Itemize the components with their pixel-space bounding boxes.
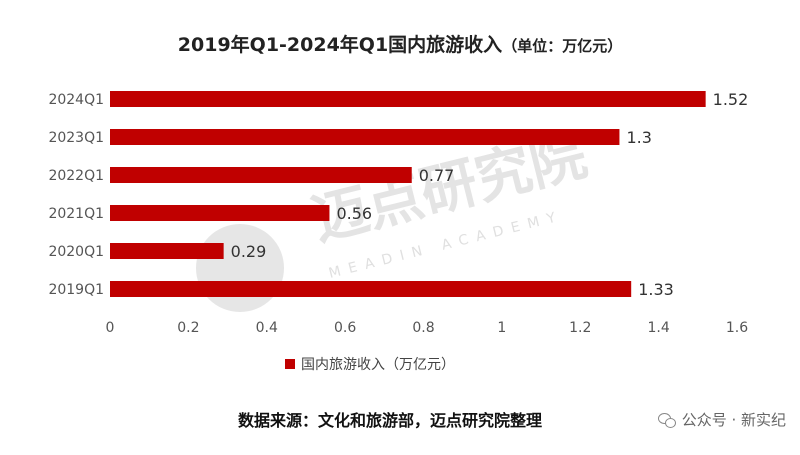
x-tick-1.6: 1.6 xyxy=(726,320,748,336)
value-label-2021Q1: 0.56 xyxy=(336,204,372,223)
chart-title-unit: （单位：万亿元） xyxy=(502,37,623,55)
x-tick-0: 0 xyxy=(106,320,115,336)
bar-2019Q1 xyxy=(110,281,632,297)
bar-2023Q1 xyxy=(110,129,620,145)
legend: 国内旅游收入（万亿元） xyxy=(285,357,455,373)
x-tick-1.4: 1.4 xyxy=(647,320,669,336)
bar-2022Q1 xyxy=(110,167,412,183)
x-tick-0.4: 0.4 xyxy=(256,320,278,336)
value-labels: 1.52 1.3 0.77 0.56 0.29 1.33 xyxy=(231,90,749,299)
category-label-2024Q1: 2024Q1 xyxy=(48,92,104,108)
value-label-2022Q1: 0.77 xyxy=(419,166,455,185)
bar-2021Q1 xyxy=(110,205,330,221)
category-labels: 2024Q1 2023Q1 2022Q1 2021Q1 2020Q1 2019Q1 xyxy=(48,92,104,298)
wechat-account-badge: 公众号 · 新实纪 xyxy=(657,409,786,430)
legend-swatch xyxy=(285,359,295,369)
wechat-icon xyxy=(657,412,676,428)
value-label-2023Q1: 1.3 xyxy=(626,128,651,147)
x-tick-0.2: 0.2 xyxy=(177,320,199,336)
x-axis-tick-labels: 0 0.2 0.4 0.6 0.8 1 1.2 1.4 1.6 xyxy=(106,320,749,336)
value-label-2019Q1: 1.33 xyxy=(638,280,674,299)
data-source-note: 数据来源：文化和旅游部，迈点研究院整理 xyxy=(238,411,543,430)
category-label-2019Q1: 2019Q1 xyxy=(48,282,104,298)
bar-2024Q1 xyxy=(110,91,706,107)
value-label-2024Q1: 1.52 xyxy=(713,90,749,109)
wechat-account-label: 公众号 · 新实纪 xyxy=(681,411,786,429)
x-tick-0.8: 0.8 xyxy=(412,320,434,336)
value-label-2020Q1: 0.29 xyxy=(231,242,267,261)
x-tick-0.6: 0.6 xyxy=(334,320,356,336)
category-label-2023Q1: 2023Q1 xyxy=(48,130,104,146)
category-label-2021Q1: 2021Q1 xyxy=(48,206,104,222)
category-label-2020Q1: 2020Q1 xyxy=(48,244,104,260)
bar-2020Q1 xyxy=(110,243,224,259)
chart-title-main: 2019年Q1-2024年Q1国内旅游收入 xyxy=(177,34,503,56)
chart-title: 2019年Q1-2024年Q1国内旅游收入（单位：万亿元） xyxy=(0,30,800,57)
bars-layer xyxy=(110,91,706,297)
legend-series-name: 国内旅游收入（万亿元） xyxy=(301,357,455,373)
watermark-logo-icon xyxy=(196,224,284,312)
category-label-2022Q1: 2022Q1 xyxy=(48,168,104,184)
x-tick-1.2: 1.2 xyxy=(569,320,591,336)
x-tick-1: 1 xyxy=(497,320,506,336)
